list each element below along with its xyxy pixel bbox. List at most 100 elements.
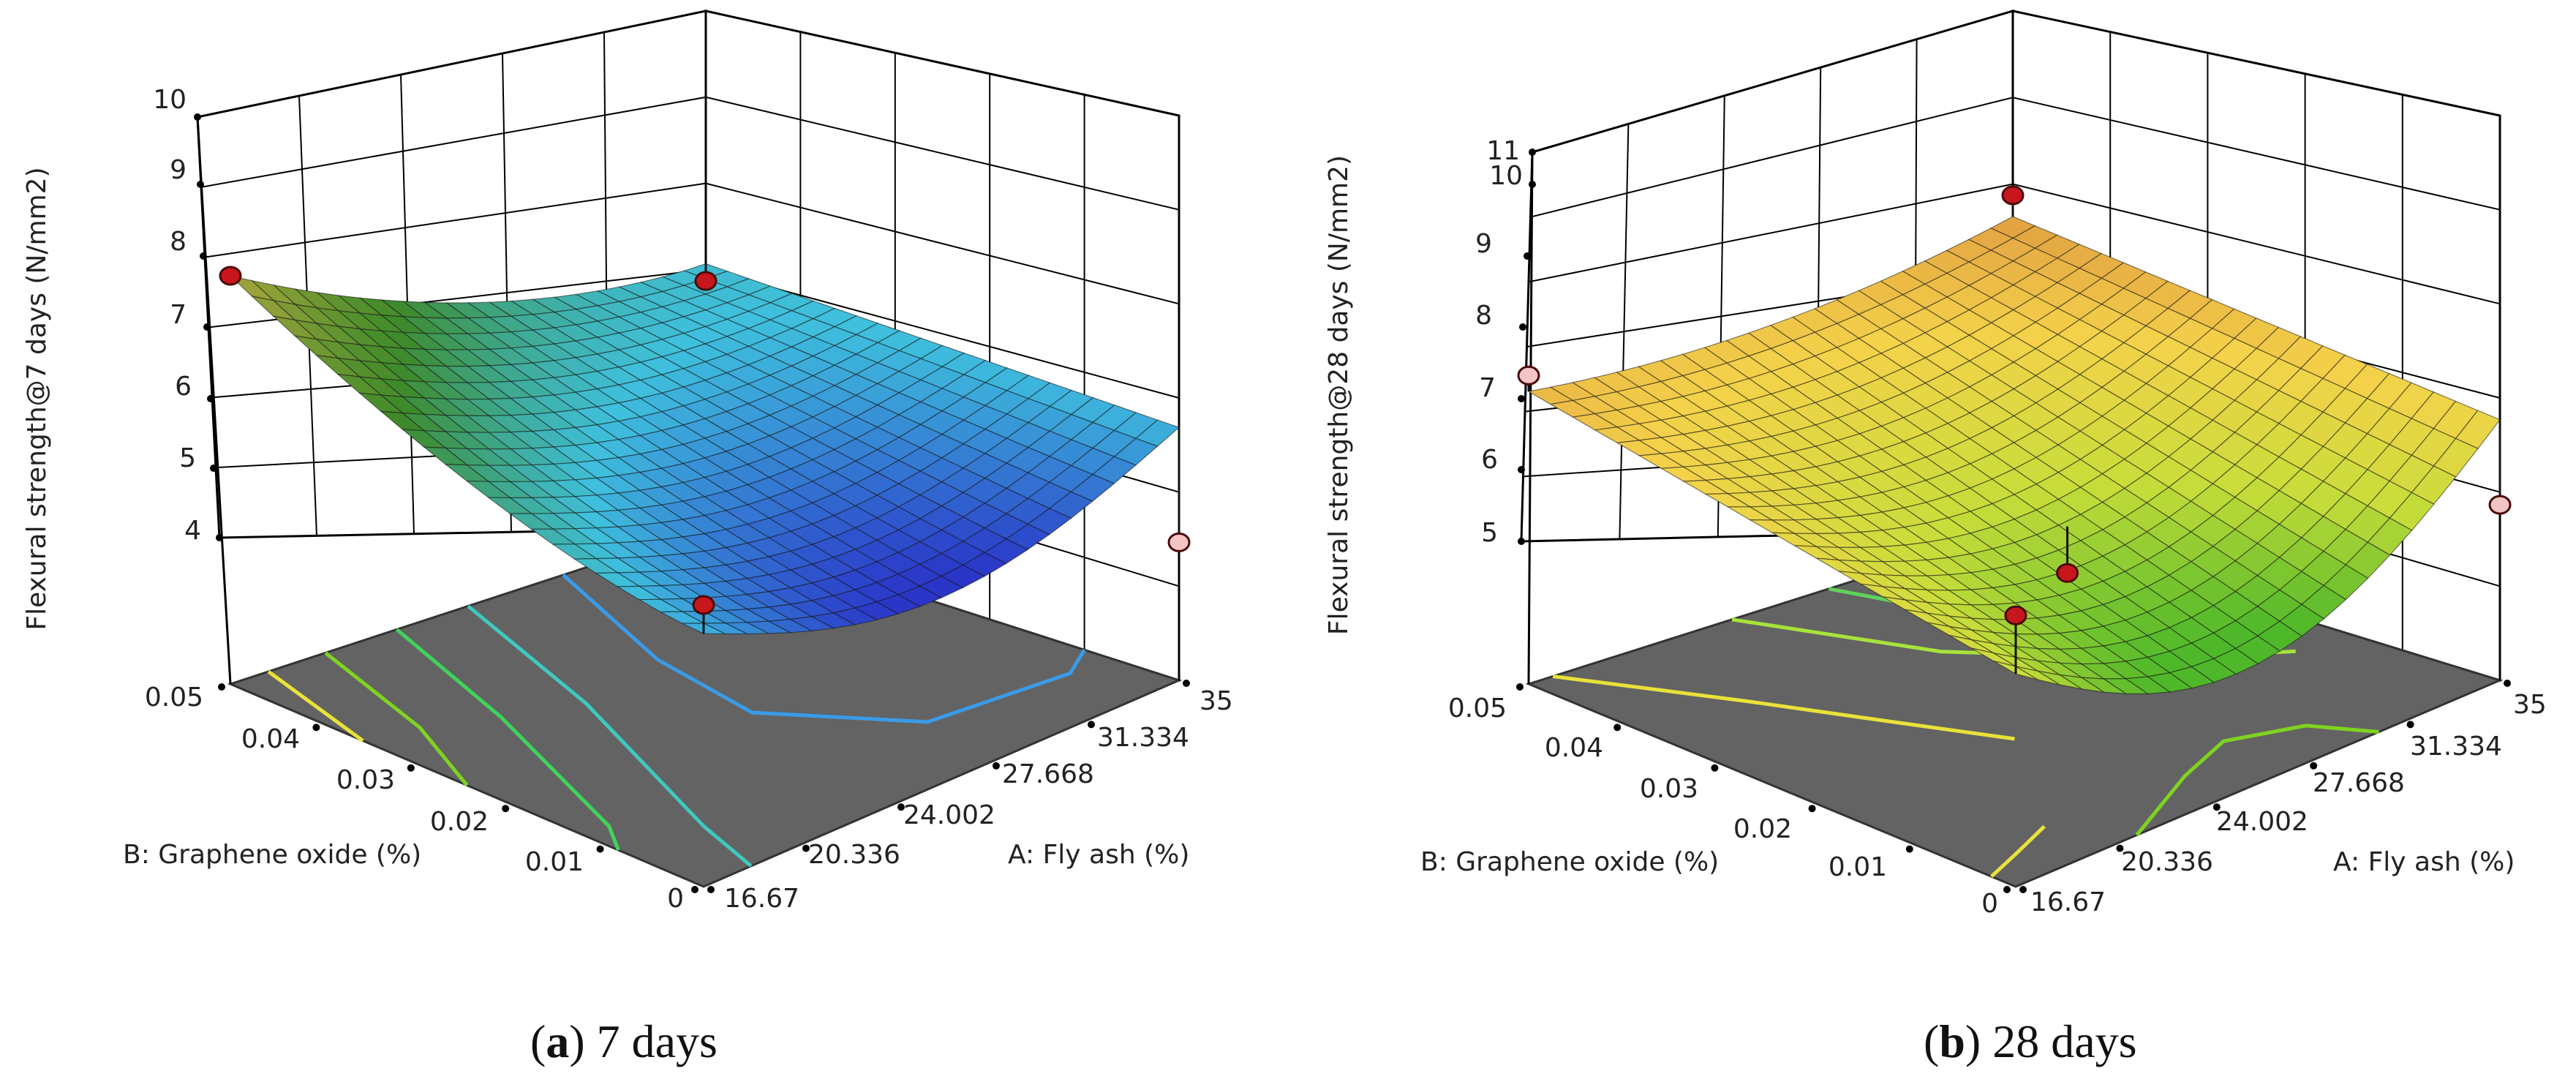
design-point [2488,495,2512,515]
panel-a-7-days: 10 9 8 7 6 5 4 Flexural strength@7 days … [22,10,1233,1067]
design-points [219,263,1191,634]
design-point [694,271,718,291]
design-point [1517,365,1540,386]
panel-caption-text: 7 days [597,1015,718,1067]
contour-line [467,604,753,868]
z-tick-mark [216,534,223,541]
z-tick-mark [1518,466,1525,473]
y-tick: 0.01 [525,847,584,877]
z-axis-label: Flexural strength@7 days (N/mm2) [22,167,52,630]
x-tick: 16.67 [724,884,799,914]
panel-caption-text: 28 days [1992,1015,2136,1067]
contour-line [1552,674,2015,741]
contour-line [324,651,469,787]
y-tick: 0.03 [336,765,395,795]
y-tick: 0.01 [1829,852,1887,882]
response-surface [1527,216,2501,695]
panel-letter: a [546,1015,569,1067]
z-tick-mark [203,323,211,331]
z-tick-mark [210,465,217,472]
x-tick-mark [707,886,715,893]
x-tick: 35 [1200,686,1233,716]
z-tick-mark [1529,149,1536,156]
z-tick-mark [197,181,204,188]
y-tick: 0.04 [241,724,300,754]
x-tick: 16.67 [2030,887,2106,917]
y-tick: 0.05 [1448,694,1507,723]
design-point [2004,605,2027,625]
contour-line [395,628,620,852]
y-tick-mark [1516,683,1524,691]
design-point [2056,563,2079,583]
design-point [1167,532,1191,552]
y-tick-mark [1711,764,1719,772]
x-tick: 31.334 [2410,732,2502,762]
y-tick-mark [502,805,510,813]
x-tick-mark [2212,803,2221,811]
z-tick: 6 [1481,445,1498,475]
z-tick: 11 [1486,136,1520,166]
x-tick-mark [897,803,905,811]
x-tick-mark [2406,721,2414,729]
panel-letter: b [1939,1015,1965,1067]
z-tick: 4 [184,516,201,546]
contour-line [267,669,364,743]
y-tick-mark [2003,886,2011,893]
x-tick: 20.336 [808,840,900,870]
x-tick: 35 [2513,690,2547,720]
y-axis-label: B: Graphene oxide (%) [1420,847,1719,877]
contour-line [562,574,1086,724]
y-tick-mark [691,886,698,893]
design-points [1517,185,2512,674]
design-point [692,595,715,615]
x-tick: 24.002 [903,800,995,830]
y-tick: 0.05 [145,683,203,713]
z-tick-mark [1524,252,1531,260]
contour-line [1990,824,2046,879]
grid-line [1528,183,2501,305]
grid-line [1619,124,1630,540]
z-tick: 8 [170,227,187,257]
panel-caption: (a) 7 days [530,1015,718,1067]
z-tick-mark [1518,538,1525,545]
z-axis-label: Flexural strength@28 days (N/mm2) [1324,155,1354,635]
grid-line [1530,97,2501,218]
z-tick-mark [207,395,214,402]
y-axis-label: B: Graphene oxide (%) [123,840,421,870]
y-tick-mark [312,723,320,732]
x-tick: 31.334 [1097,723,1189,753]
x-tick-mark [2310,762,2318,770]
z-tick: 7 [170,300,187,330]
panel-caption: (b) 28 days [1924,1015,2137,1067]
x-tick: 24.002 [2216,807,2308,837]
x-tick-mark [2116,844,2124,852]
z-tick: 7 [1479,373,1496,403]
left-vertical-edge [196,116,232,685]
z-tick-mark [194,113,201,121]
z-tick: 5 [179,443,196,473]
x-tick: 27.668 [1002,759,1094,789]
x-tick-mark [2504,680,2511,687]
z-tick-mark [1518,395,1525,402]
ticks [1516,149,2511,893]
z-tick-mark [200,252,207,260]
x-tick-mark [993,762,1000,770]
y-tick-mark [218,683,225,691]
response-surface [229,263,1180,635]
ticks [194,113,1190,893]
y-tick-mark [1808,805,1816,813]
panel-b-28-days: 11 10 9 8 7 6 5 Flexural strength@28 day… [1324,9,2547,1067]
x-tick-mark [802,844,810,852]
x-tick-mark [1183,680,1190,687]
y-tick: 0.04 [1545,733,1603,763]
contour-lines [267,574,1086,868]
z-tick: 5 [1481,518,1498,548]
x-axis-label: A: Fly ash (%) [1008,840,1189,870]
y-tick: 0 [1981,889,1998,919]
contour-line [2135,723,2379,837]
design-point [219,266,242,286]
y-tick-mark [1905,845,1913,853]
y-tick: 0.02 [430,807,489,837]
z-tick: 9 [170,155,187,185]
